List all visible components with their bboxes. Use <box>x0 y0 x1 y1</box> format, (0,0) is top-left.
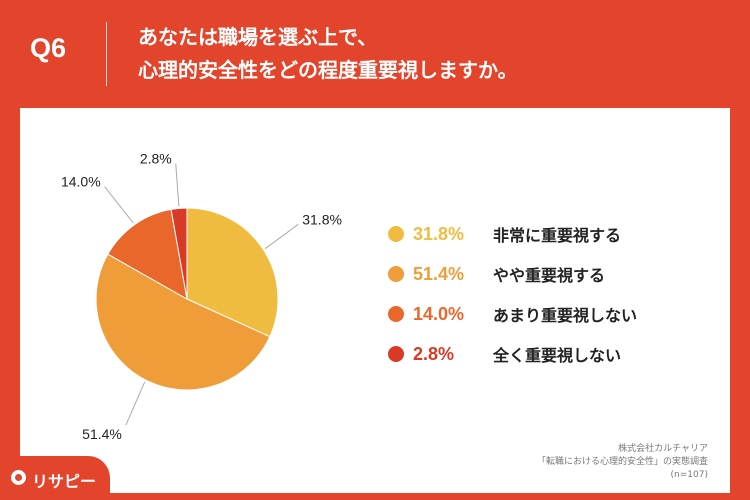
leader-line <box>264 223 299 250</box>
question-line-2: 心理的安全性をどの程度重要視しますか。 <box>138 58 518 82</box>
legend-label: 非常に重要視する <box>493 226 622 245</box>
slice-data-label: 31.8% <box>302 211 342 227</box>
legend-row: 2.8% 全く重要視しない <box>388 334 637 374</box>
legend-dot <box>388 306 404 322</box>
source-company: 株式会社カルチャリア <box>618 444 708 454</box>
legend-dot <box>388 226 404 242</box>
legend-dot <box>388 346 404 362</box>
legend-label: あまり重要視しない <box>493 306 638 325</box>
slice-data-label: 14.0% <box>61 174 101 190</box>
pie-slice <box>186 207 279 338</box>
header-divider <box>106 22 107 86</box>
question-number: Q6 <box>30 33 67 63</box>
legend-dot <box>388 266 404 282</box>
brand-logo: リサピー <box>0 456 110 500</box>
header: Q6 あなたは職場を選ぶ上で、 心理的安全性をどの程度重要視しますか。 <box>0 0 750 108</box>
legend-percent: 2.8% <box>413 343 455 364</box>
question-line-1: あなたは職場を選ぶ上で、 <box>138 25 378 49</box>
chart-card: 31.8% 51.4% 14.0% 2.8% 31.8% 非常に重要視する 51.4%… <box>20 108 730 493</box>
legend-label: やや重要視する <box>493 266 606 285</box>
legend-percent: 51.4% <box>413 263 465 284</box>
leader-line <box>104 186 134 224</box>
legend-row: 14.0% あまり重要視しない <box>388 294 637 334</box>
pie-slice <box>95 253 271 391</box>
source-survey: 「転職における心理的安全性」の実態調査 <box>536 457 708 467</box>
pie-slice <box>170 207 188 300</box>
legend: 31.8% 非常に重要視する 51.4% やや重要視する 14.0% あまり重要… <box>388 214 637 374</box>
legend-percent: 14.0% <box>413 303 465 324</box>
slice-data-label: 51.4% <box>82 426 122 442</box>
legend-label: 全く重要視しない <box>493 346 622 365</box>
source-sample-size: (n=107) <box>670 470 708 480</box>
legend-row: 31.8% 非常に重要視する <box>388 214 637 254</box>
pie-chart: 31.8% 51.4% 14.0% 2.8% <box>61 151 342 442</box>
logo-mark-icon <box>11 470 26 485</box>
legend-percent: 31.8% <box>413 223 465 244</box>
question-title: あなたは職場を選ぶ上で、 心理的安全性をどの程度重要視しますか。 <box>138 21 518 87</box>
leader-line <box>175 163 180 207</box>
logo-text: リサピー <box>32 472 97 491</box>
legend-row: 51.4% やや重要視する <box>388 254 637 294</box>
source-note: 株式会社カルチャリア 「転職における心理的安全性」の実態調査 (n=107) <box>537 443 708 482</box>
pie-slice <box>107 208 188 300</box>
slice-data-label: 2.8% <box>140 151 172 167</box>
leader-line <box>125 381 146 426</box>
